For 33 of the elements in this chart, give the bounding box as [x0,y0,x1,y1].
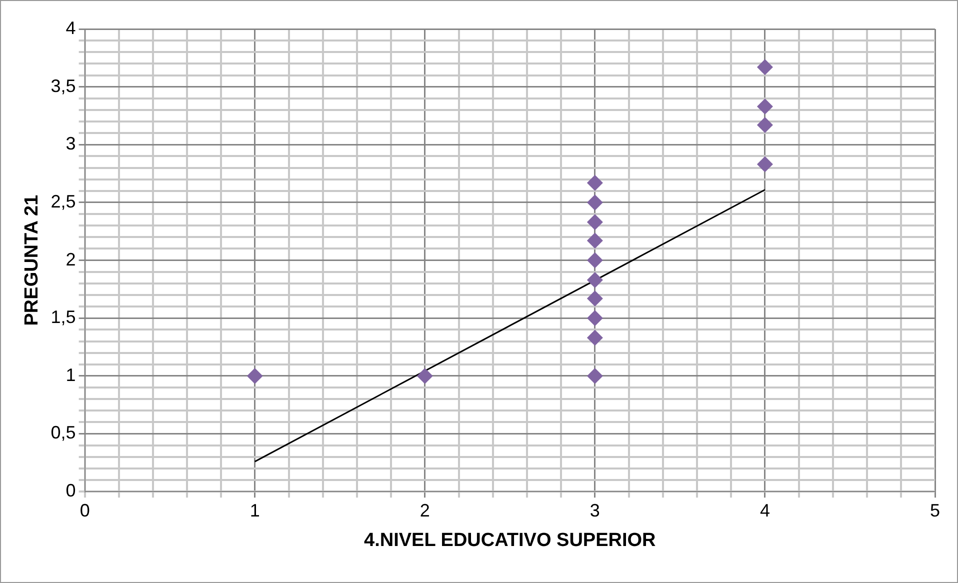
point [756,156,773,172]
point [586,368,603,384]
x-tick-label: 1 [250,500,260,520]
y-tick-label: 2,5 [50,191,76,212]
point [756,116,773,133]
point [586,174,603,191]
y-tick-label: 4 [66,18,76,38]
point [586,290,603,306]
point [586,232,603,249]
point [246,368,263,384]
y-tick-label: 3 [66,134,76,154]
x-tick-label: 4 [760,500,770,520]
x-tick-label: 5 [930,500,940,520]
point [416,368,433,384]
y-tick-label: 3,5 [50,76,76,96]
point [586,330,603,346]
point [756,98,773,114]
x-tick-label: 2 [420,500,430,520]
y-tick-label: 1 [66,364,76,385]
x-axis-title: 4.NIVEL EDUCATIVO SUPERIOR [364,530,656,551]
y-axis-title: PREGUNTA 21 [22,194,43,326]
y-tick-label: 1,5 [50,307,76,328]
point [586,310,603,326]
point [586,194,603,210]
point [756,59,773,76]
y-tick-label: 0 [66,480,76,501]
x-tick-label: 0 [80,500,90,520]
y-tick-label: 0,5 [50,422,76,443]
x-tick-label: 3 [590,500,600,520]
y-tick-label: 2 [66,249,76,270]
point [586,252,603,268]
point [586,272,603,288]
point [586,214,603,230]
